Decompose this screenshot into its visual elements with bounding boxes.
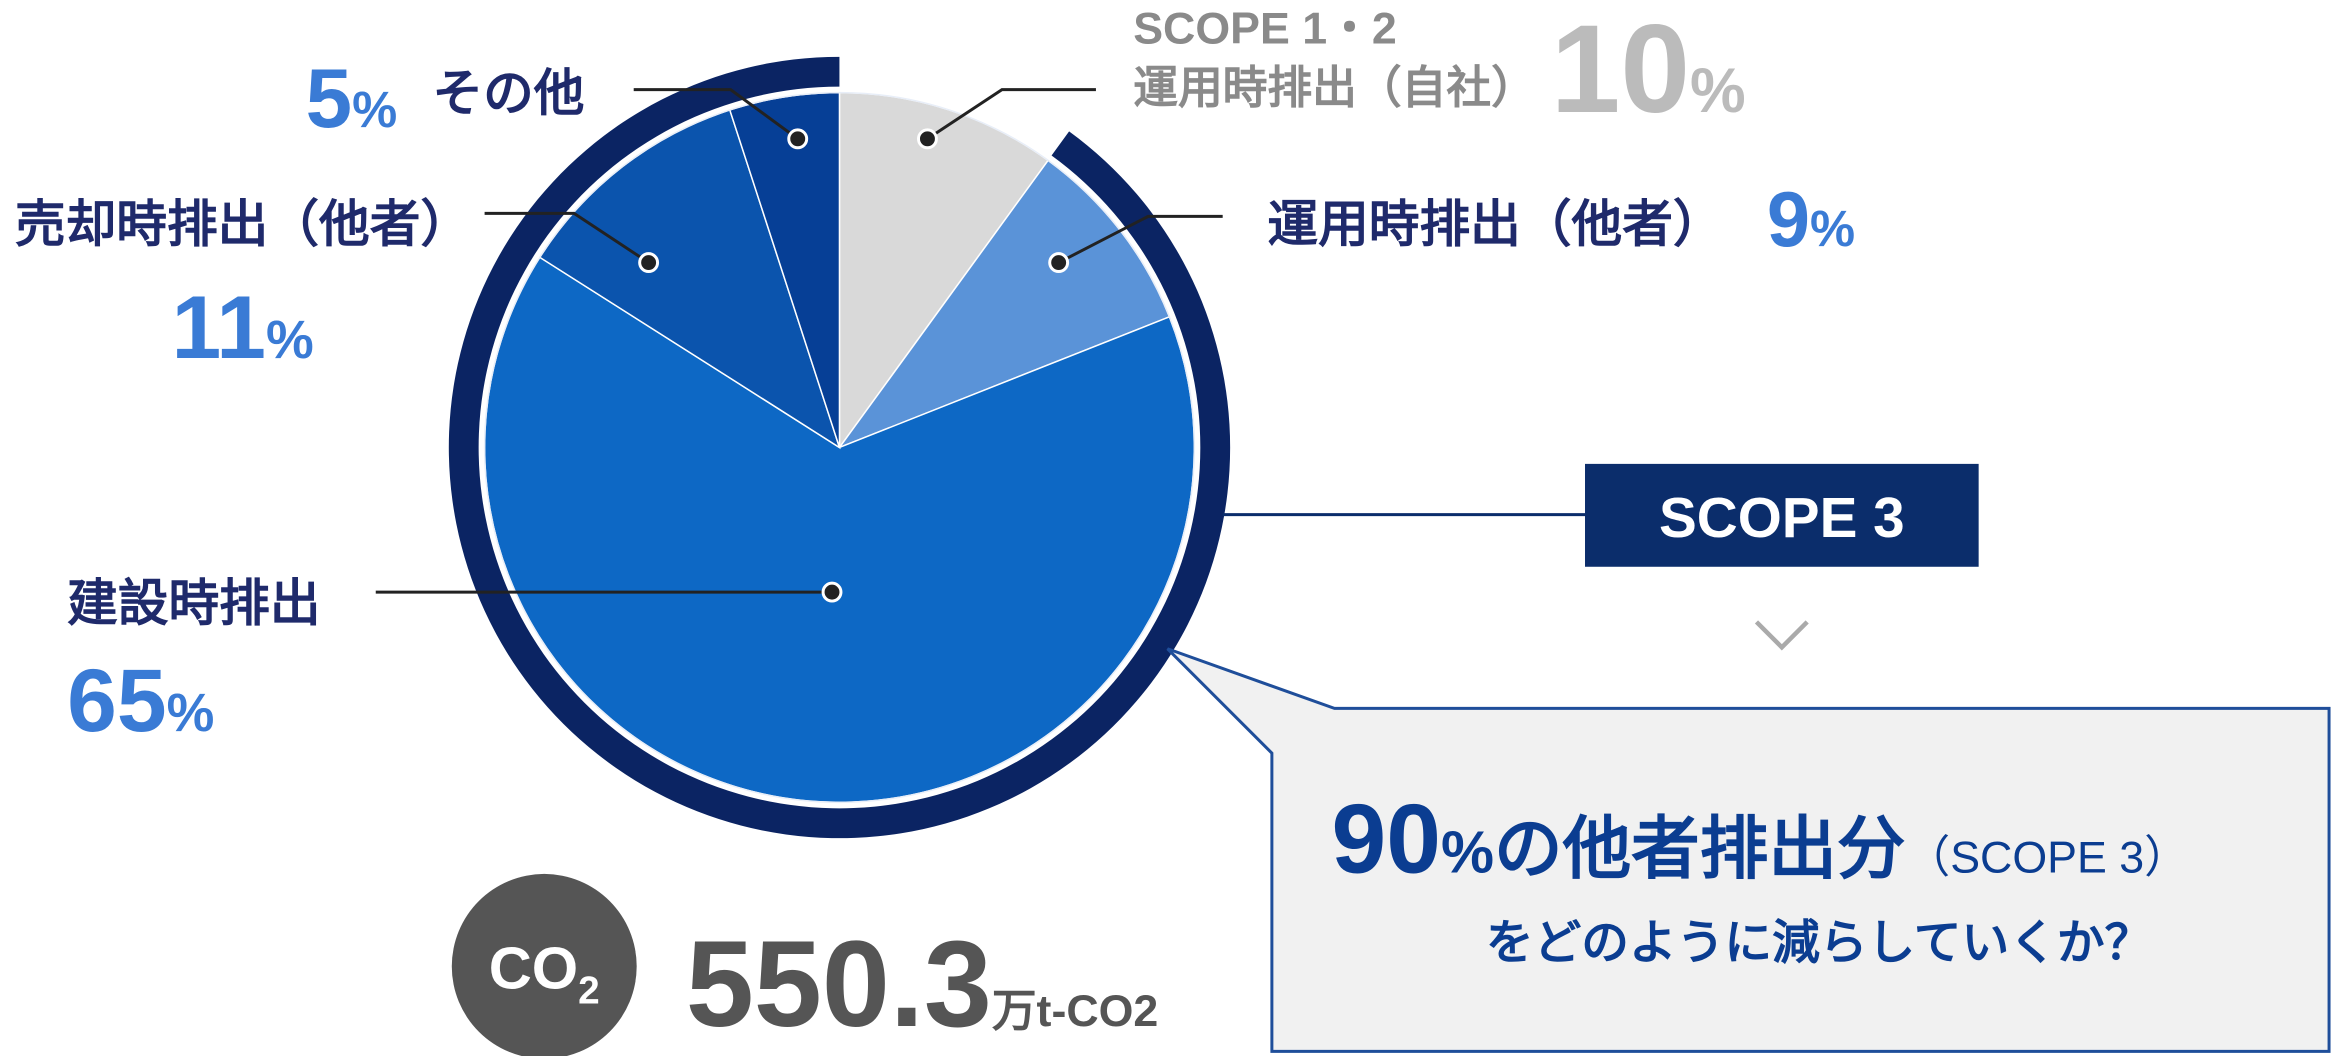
co2-badge-text: CO2	[489, 935, 600, 1013]
leader-line	[926, 88, 1096, 141]
value-unit: %	[266, 310, 314, 370]
category-label: SCOPE 1・2 運用時排出（自社）	[1133, 4, 1536, 114]
value-unit: %	[1690, 56, 1746, 126]
value-unit: %	[352, 81, 397, 138]
scope3-label: SCOPE 3	[1659, 487, 1905, 550]
value-unit: %	[167, 683, 215, 743]
category-label: その他	[432, 65, 584, 122]
value-unit: %	[1810, 200, 1855, 257]
labels: SCOPE 1・2 運用時排出（自社） 10% 運用時排出（他者） 9% 建設時排出 65…	[15, 0, 1855, 750]
leader-dot	[917, 128, 938, 150]
category-label: 運用時排出（他者）	[1267, 196, 1723, 253]
value-label: 65%	[67, 650, 214, 750]
category-label: 建設時排出	[67, 574, 320, 631]
pie-outline	[483, 91, 1196, 804]
callout-line2: をどのように減らしていくか？	[1486, 917, 2152, 970]
callout-number: 90	[1332, 783, 1441, 893]
category-label: 売却時排出（他者）	[15, 196, 471, 253]
co2-badge-main: CO	[489, 935, 578, 1002]
leader-dot	[1048, 252, 1070, 274]
value-number: 9	[1767, 177, 1810, 263]
value-number: 10	[1551, 0, 1690, 139]
co2-badge	[451, 873, 637, 1056]
callout-unit: %	[1441, 818, 1494, 885]
value-label: 10%	[1551, 0, 1746, 139]
leader-dot	[821, 581, 843, 603]
pie	[448, 56, 1231, 839]
value-number: 5	[306, 51, 352, 145]
callout-note: （SCOPE 3）	[1906, 833, 2189, 882]
co2-badge-sub: 2	[578, 970, 600, 1013]
chevron	[1754, 620, 1809, 651]
scope3-box	[1585, 463, 1979, 567]
category-label-box: SCOPE 1・2 運用時排出（自社）	[1133, 4, 1536, 114]
callout-line1: 90%の他者排出分（SCOPE 3）	[1332, 783, 2189, 893]
callout-text: の他者排出分	[1494, 810, 1905, 887]
leader-line	[633, 88, 799, 141]
total: 550.3万t-CO2	[686, 915, 1158, 1052]
value-number: 65	[67, 650, 167, 750]
callout-box	[1166, 647, 2331, 1053]
leader-dot	[638, 252, 660, 274]
value-label: 11%	[171, 277, 313, 377]
value-label: 5%	[306, 51, 398, 145]
leader-dot	[787, 128, 809, 150]
total-value: 550.3	[686, 915, 992, 1052]
leader-line	[1057, 214, 1223, 264]
total-unit: 万t-CO2	[992, 987, 1158, 1036]
leader-line	[484, 211, 650, 264]
value-number: 11	[171, 277, 266, 377]
value-label: 9%	[1767, 177, 1855, 263]
